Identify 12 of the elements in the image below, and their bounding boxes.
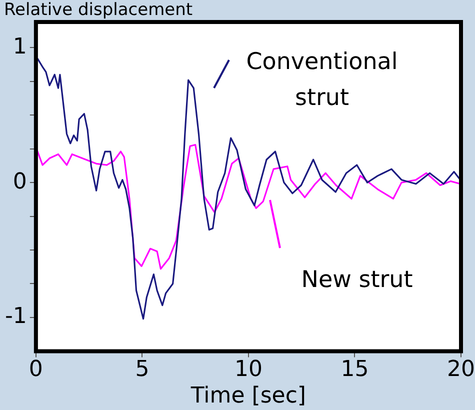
x-axis-title: Time [sec] bbox=[190, 384, 306, 409]
annotation: New strut bbox=[300, 266, 414, 295]
x-tick-label: 5 bbox=[135, 357, 150, 382]
x-tick-label: 20 bbox=[447, 357, 475, 382]
y-tick-label: -1 bbox=[5, 304, 27, 330]
y-tick-label: 1 bbox=[12, 34, 27, 60]
x-tick-label: 10 bbox=[234, 357, 262, 382]
x-tick-label: 0 bbox=[28, 357, 43, 382]
chart-title: Relative displacement bbox=[4, 0, 193, 20]
x-tick-label: 15 bbox=[340, 357, 369, 382]
annotation: Conventional strut bbox=[245, 48, 399, 113]
y-tick-label: 0 bbox=[12, 169, 27, 194]
